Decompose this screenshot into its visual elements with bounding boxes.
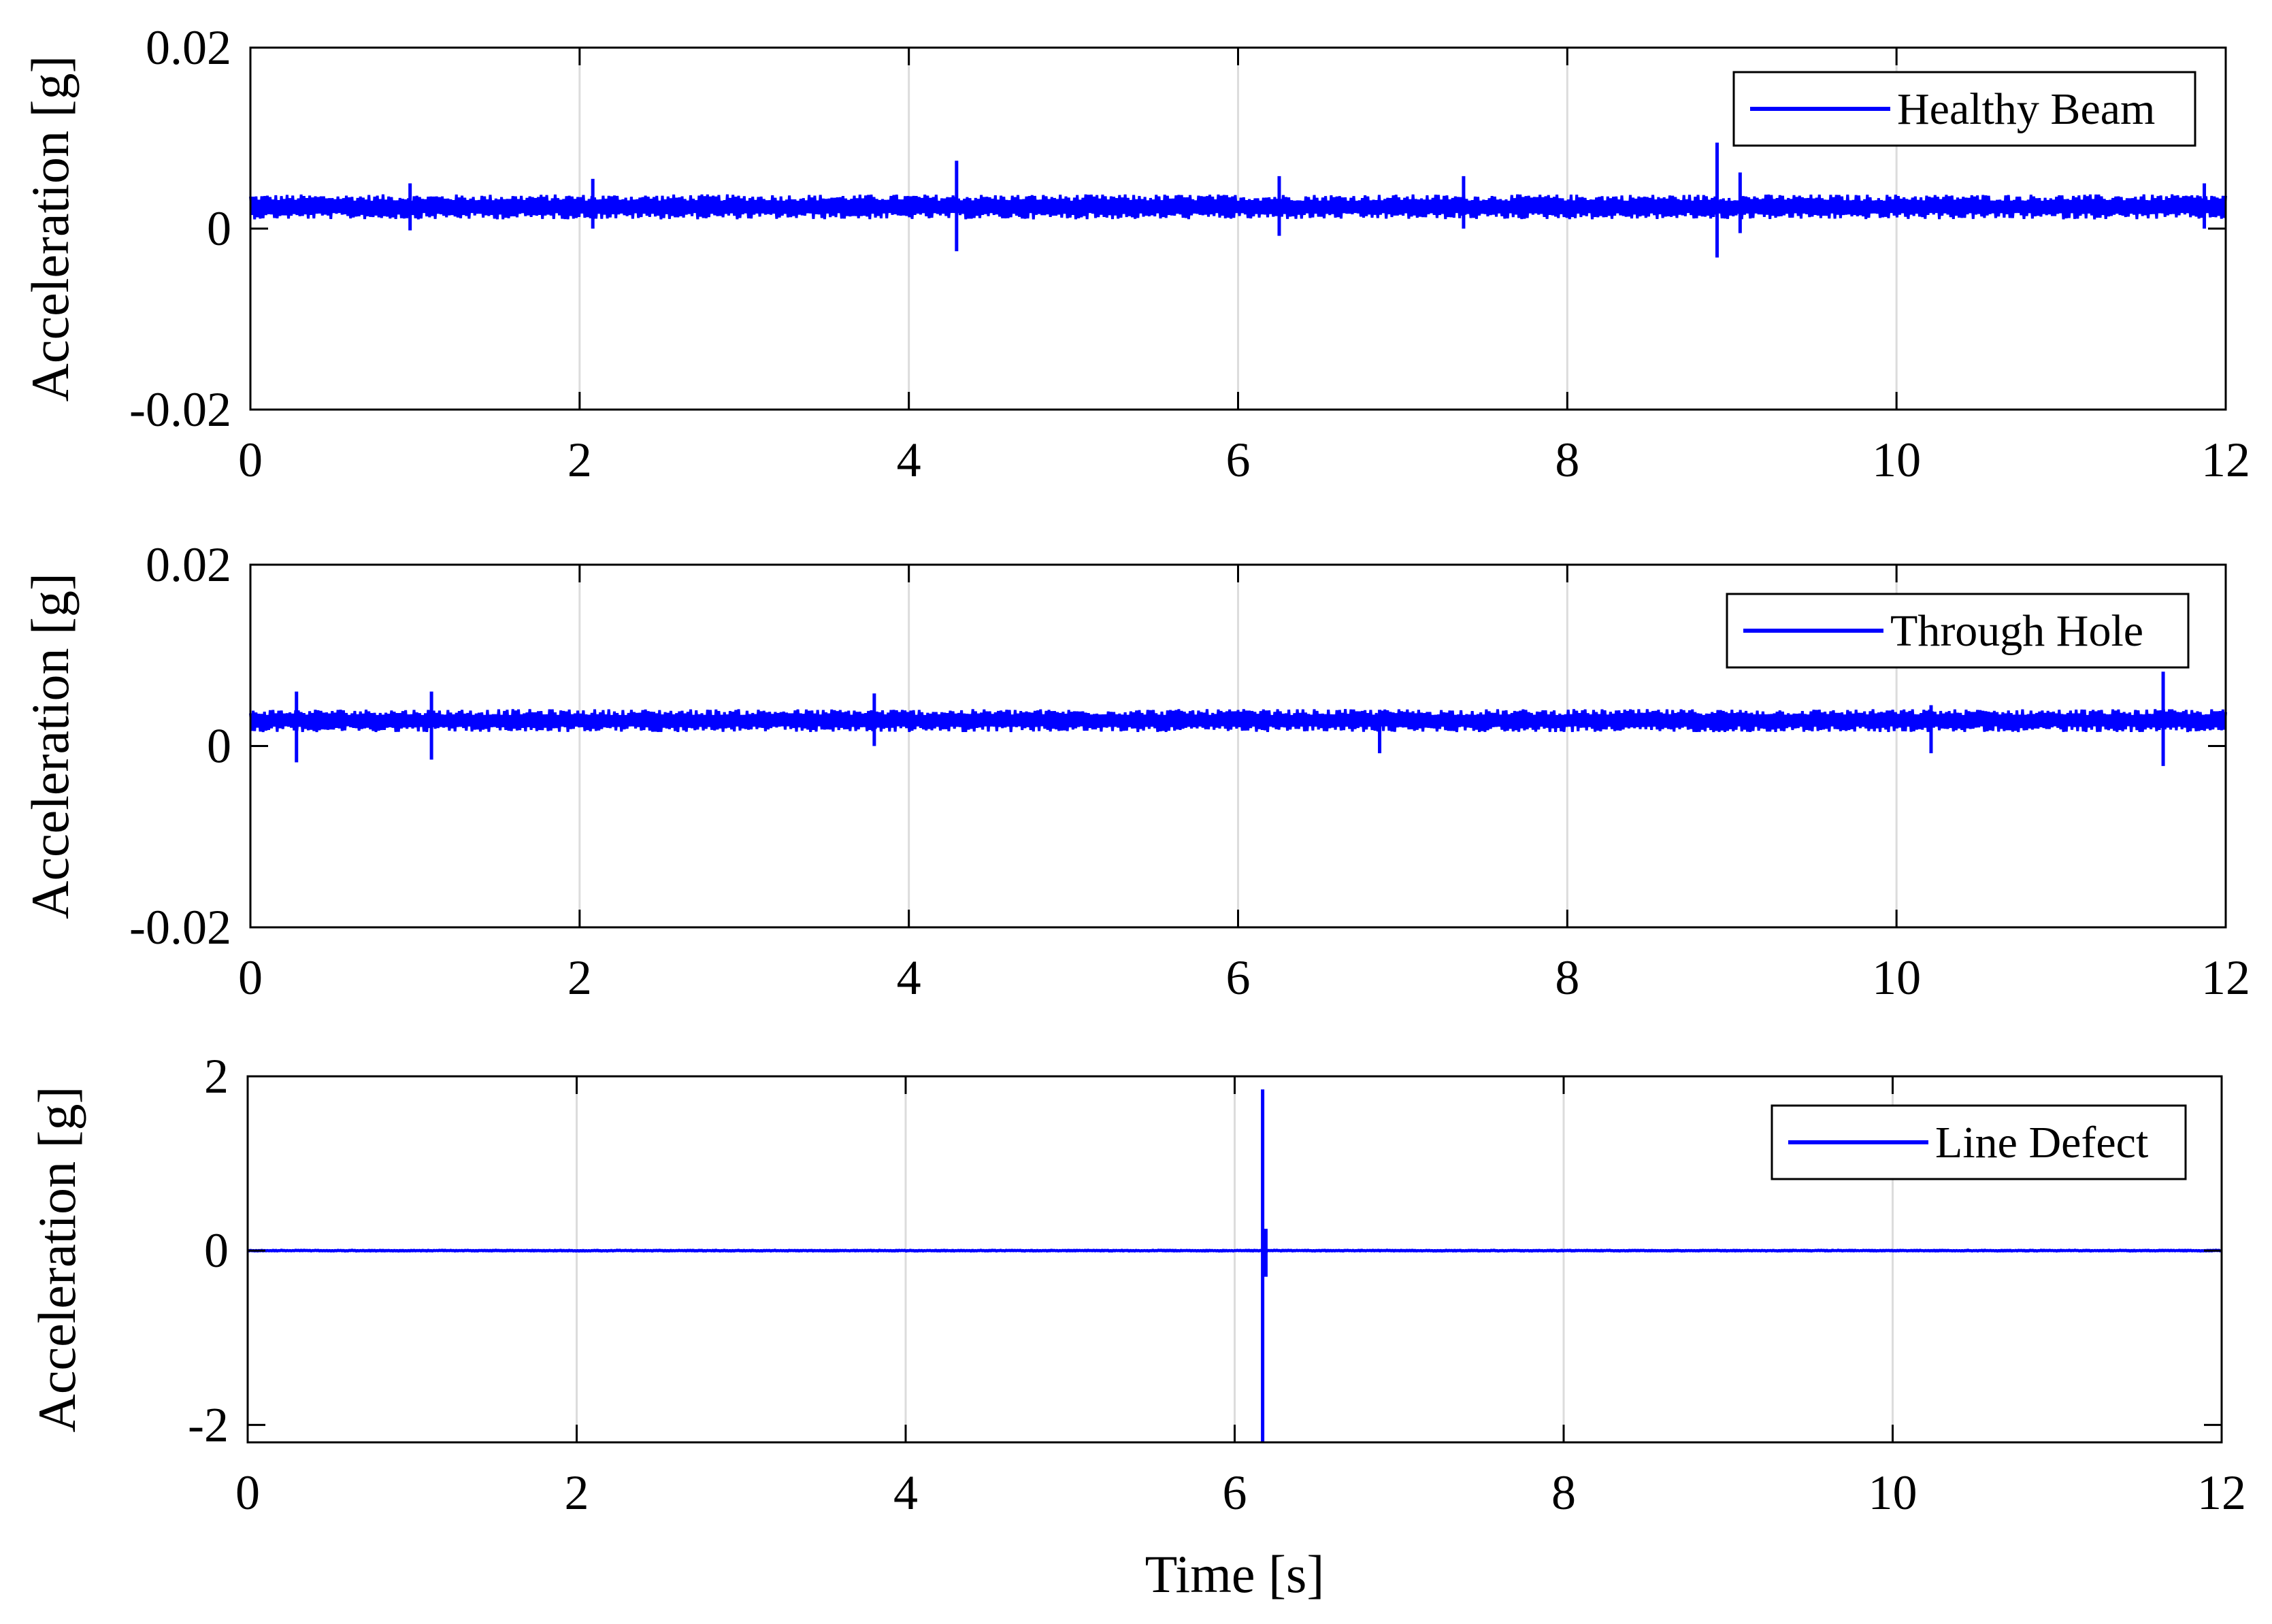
signal-trace (249, 709, 2227, 733)
series-line-1 (249, 142, 2227, 258)
y-axis-label: Acceleration [g] (27, 1087, 86, 1433)
legend: Through Hole (1726, 593, 2190, 669)
x-tick-label: 12 (2201, 433, 2250, 487)
series-line-3 (246, 1089, 2223, 1442)
y-tick-label: -0.02 (129, 900, 231, 955)
legend-entry: Line Defect (1935, 1118, 2148, 1167)
series-line-2 (249, 672, 2227, 766)
x-tick-label: 8 (1551, 1465, 1576, 1520)
x-tick-label: 6 (1226, 950, 1251, 1005)
legend: Line Defect (1771, 1104, 2187, 1180)
y-tick-label: 0 (204, 1223, 229, 1278)
x-tick-label: 2 (565, 1465, 589, 1520)
y-axis-label: Acceleration [g] (20, 56, 80, 402)
x-tick-label: 2 (567, 433, 592, 487)
x-tick-label: 6 (1223, 1465, 1247, 1520)
y-tick-label: -0.02 (129, 382, 231, 437)
x-tick-label: 2 (567, 950, 592, 1005)
x-tick-label: 8 (1555, 433, 1579, 487)
legend: Healthy Beam (1732, 71, 2196, 147)
legend-box (1732, 71, 2196, 147)
y-tick-label: 0.02 (146, 537, 231, 592)
x-tick-label: 12 (2201, 950, 2250, 1005)
y-tick-label: 0.02 (146, 20, 231, 75)
x-tick-label: 4 (897, 433, 921, 487)
x-tick-label: 10 (1872, 433, 1921, 487)
y-tick-label: 0 (207, 201, 231, 256)
y-axis-label: Acceleration [g] (20, 573, 80, 919)
x-tick-label: 4 (893, 1465, 918, 1520)
y-tick-label: 2 (204, 1049, 229, 1104)
legend-entry: Through Hole (1890, 606, 2143, 656)
y-tick-label: 0 (207, 719, 231, 774)
x-tick-label: 0 (235, 1465, 260, 1520)
x-tick-label: 10 (1868, 1465, 1917, 1520)
x-tick-label: 10 (1872, 950, 1921, 1005)
x-tick-label: 12 (2197, 1465, 2246, 1520)
x-tick-label: 0 (238, 433, 263, 487)
x-tick-label: 0 (238, 950, 263, 1005)
x-tick-label: 6 (1226, 433, 1251, 487)
x-tick-label: 8 (1555, 950, 1579, 1005)
x-axis-label: Time [s] (1145, 1544, 1325, 1604)
signal-trace (246, 1248, 2223, 1253)
signal-trace (249, 194, 2227, 220)
x-tick-label: 4 (897, 950, 921, 1005)
y-tick-label: -2 (188, 1397, 229, 1452)
legend-entry: Healthy Beam (1897, 84, 2155, 134)
